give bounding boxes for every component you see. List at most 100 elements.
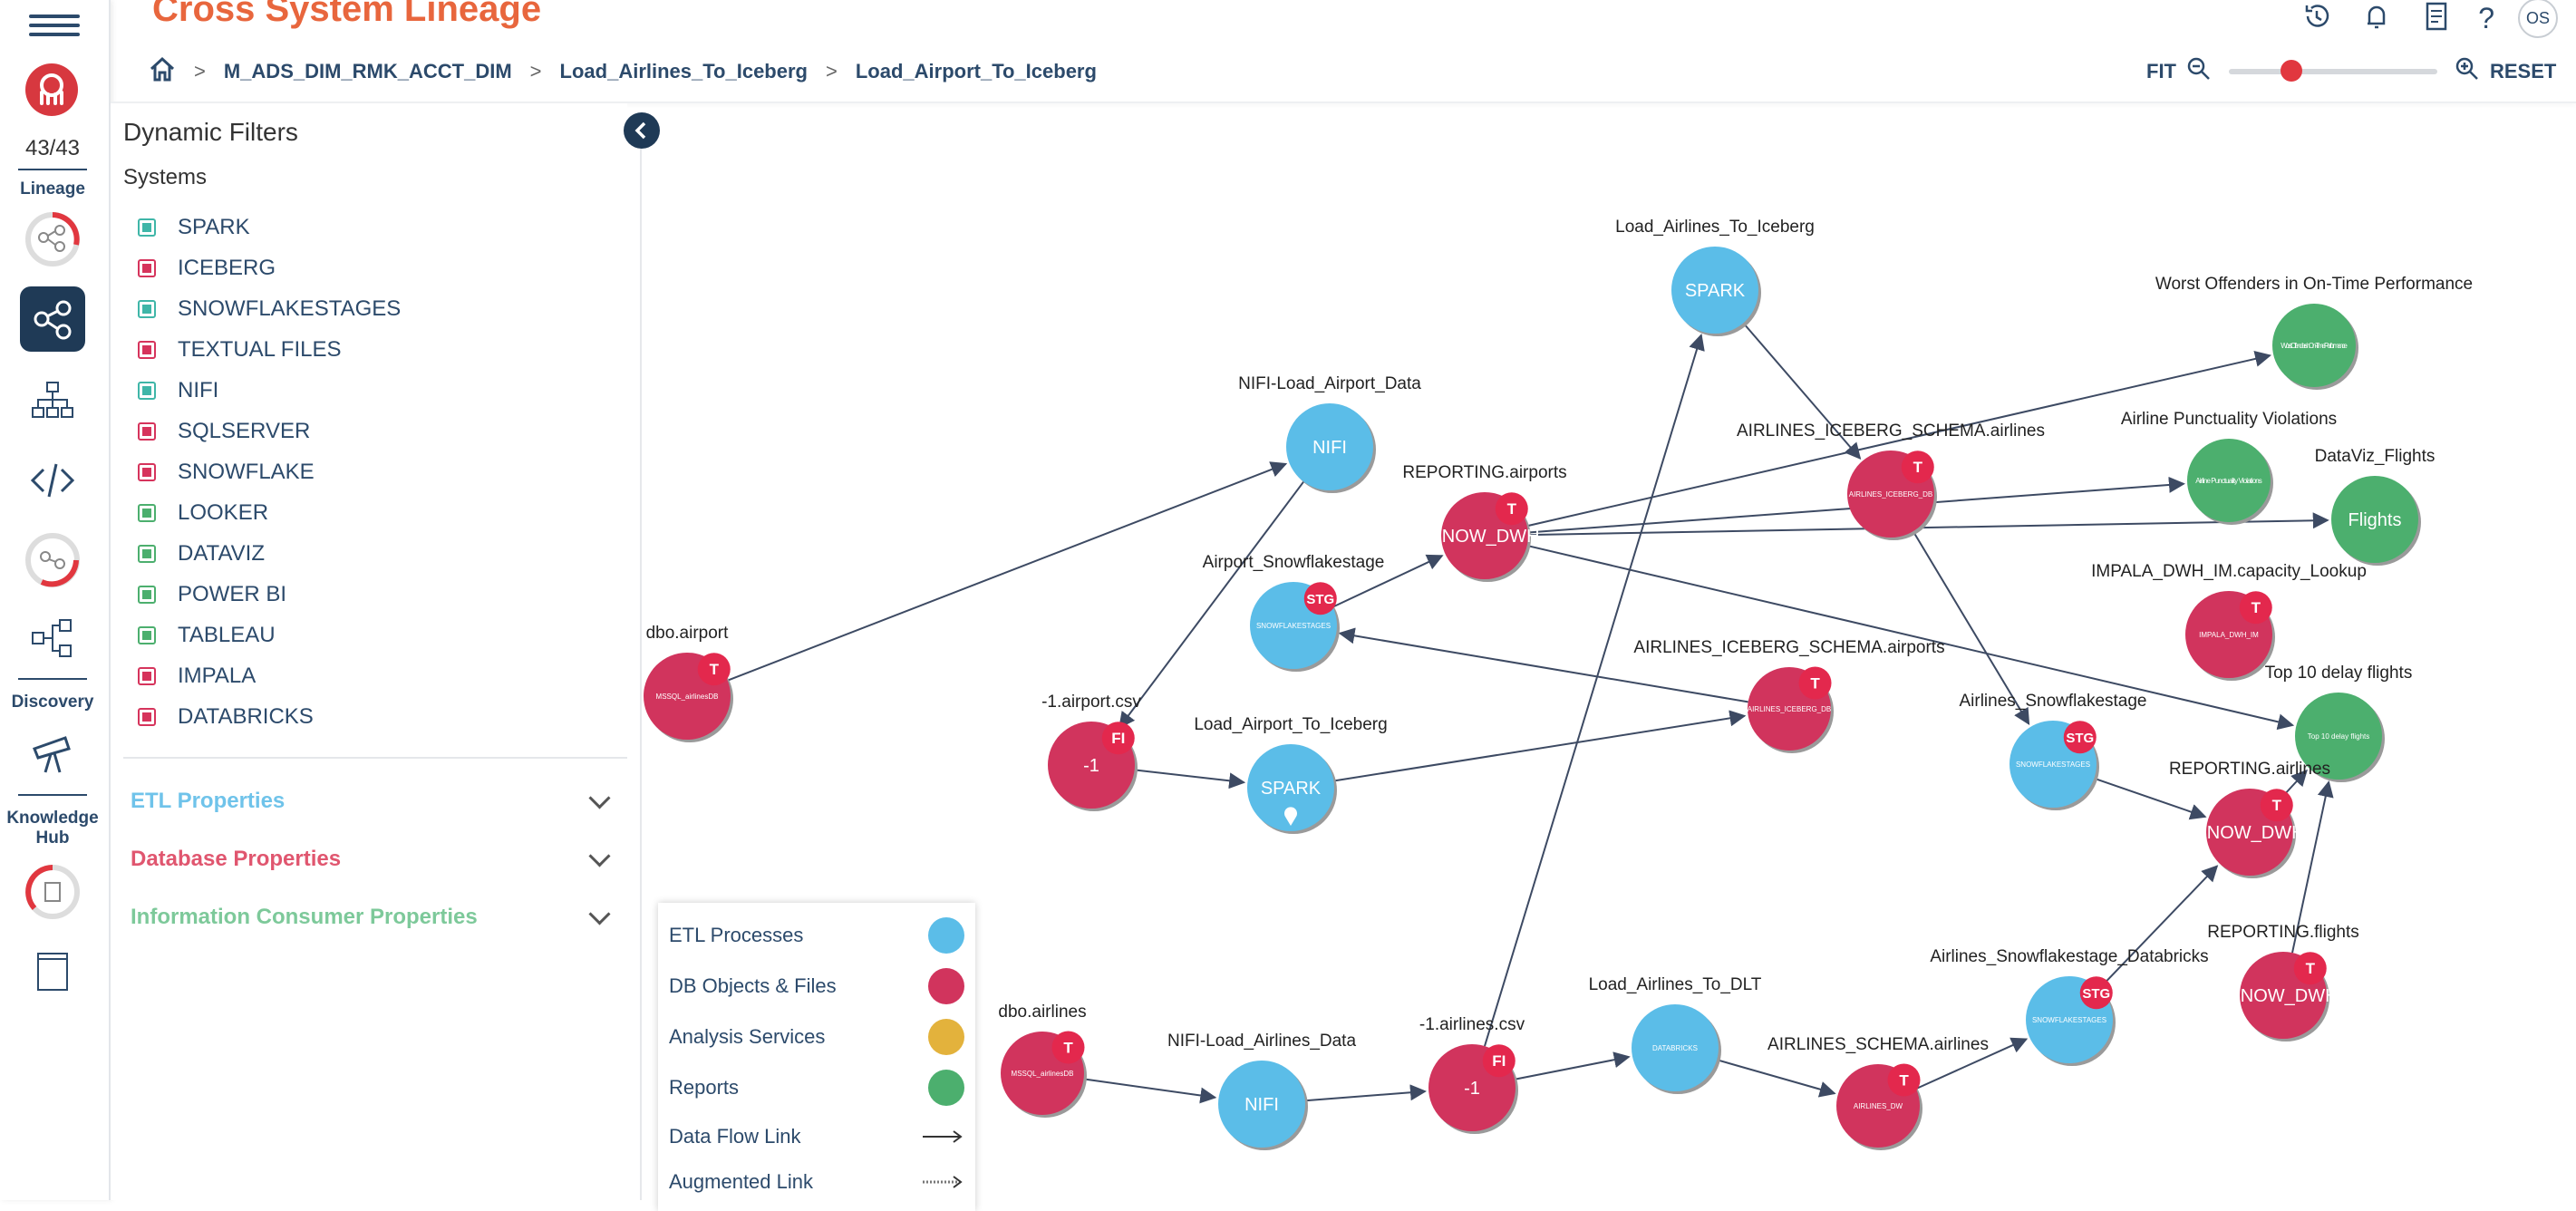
system-filter-impala[interactable]: IMPALA	[138, 655, 401, 696]
system-filter-textual-files[interactable]: TEXTUAL FILES	[138, 329, 401, 370]
data-flow-link[interactable]	[1514, 1051, 1631, 1080]
system-filter-snowflake[interactable]: SNOWFLAKE	[138, 451, 401, 492]
data-flow-link[interactable]	[2098, 865, 2219, 990]
lineage-node[interactable]: REPORTING.airlines SNOW_DWH T	[2169, 760, 2330, 878]
filter-checkbox[interactable]	[138, 299, 156, 318]
data-flow-link[interactable]	[1134, 769, 1246, 790]
lineage-node[interactable]: Load_Airlines_To_DLT DATABRICKS	[1589, 975, 1762, 1094]
flow-icon[interactable]	[24, 609, 82, 667]
lineage-node[interactable]: AIRLINES_ICEBERG_SCHEMA.airports AIRLINES…	[1633, 638, 1945, 753]
lineage-node[interactable]: NIFI-Load_Airport_Data NIFI	[1238, 374, 1421, 493]
breadcrumb-item-1[interactable]: M_ADS_DIM_RMK_ACCT_DIM	[223, 60, 512, 82]
data-flow-link[interactable]	[1915, 1037, 2029, 1090]
breadcrumb-item-2[interactable]: Load_Airlines_To_Iceberg	[559, 60, 808, 82]
filter-checkbox[interactable]	[138, 258, 156, 277]
filter-checkbox[interactable]	[138, 625, 156, 644]
node-circle[interactable]	[1247, 744, 1334, 831]
lineage-node[interactable]: Load_Airlines_To_Iceberg SPARK	[1615, 218, 1815, 336]
data-flow-link[interactable]	[1333, 710, 1747, 782]
node-circle[interactable]	[2295, 693, 2382, 780]
node-circle[interactable]	[1286, 403, 1373, 490]
node-circle[interactable]	[2187, 439, 2271, 522]
lineage-node[interactable]: Top 10 delay flights Top 10 delay flights	[2265, 664, 2413, 782]
lineage-node[interactable]: Airport_Snowflakestage SNOWFLAKESTAGES STG	[1203, 553, 1385, 672]
zoom-slider-handle[interactable]	[2281, 60, 2302, 82]
node-circle[interactable]	[1671, 247, 1758, 334]
lineage-node[interactable]: IMPALA_DWH_IM.capacity_Lookup IMPALA_DWH_…	[2091, 562, 2367, 681]
data-flow-link[interactable]	[727, 461, 1288, 682]
lineage-node[interactable]: AIRLINES_ICEBERG_SCHEMA.airlines AIRLINES…	[1737, 421, 2045, 540]
database-properties-accordion[interactable]: Database Properties	[131, 844, 620, 872]
information-consumer-properties-accordion[interactable]: Information Consumer Properties	[131, 902, 620, 930]
lineage-node[interactable]: dbo.airport MSSQL_airlinesDB T	[644, 624, 733, 742]
history-icon[interactable]	[2299, 0, 2335, 39]
lineage-node[interactable]: Worst Offenders in On-Time Performance Wo…	[2155, 275, 2473, 390]
collapse-panel-button[interactable]	[624, 112, 660, 149]
etl-properties-accordion[interactable]: ETL Properties	[131, 786, 620, 814]
app-logo-icon[interactable]	[25, 63, 78, 116]
system-filter-looker[interactable]: LOOKER	[138, 492, 401, 533]
hamburger-menu-icon[interactable]	[29, 9, 80, 42]
lineage-node[interactable]: -1.airlines.csv -1 FI	[1419, 1015, 1525, 1134]
system-filter-sqlserver[interactable]: SQLSERVER	[138, 411, 401, 451]
lineage-ring-icon[interactable]	[24, 210, 82, 268]
data-flow-link[interactable]	[1484, 334, 1705, 1047]
zoom-in-icon[interactable]	[2454, 55, 2481, 88]
system-filter-iceberg[interactable]: ICEBERG	[138, 247, 401, 288]
hierarchy-icon[interactable]	[24, 372, 82, 430]
user-avatar[interactable]: OS	[2518, 0, 2558, 38]
filter-checkbox[interactable]	[138, 544, 156, 563]
data-flow-link[interactable]	[1526, 544, 2295, 731]
lineage-node[interactable]: REPORTING.airports SNOW_DWH T	[1402, 463, 1567, 582]
filter-checkbox[interactable]	[138, 421, 156, 441]
lineage-node[interactable]: DataViz_Flights Flights	[2315, 447, 2436, 566]
data-flow-link[interactable]	[1338, 627, 1748, 703]
lineage-node[interactable]: REPORTING.flights SNOW_DWH T	[2207, 923, 2359, 1041]
system-filter-power-bi[interactable]: POWER BI	[138, 574, 401, 615]
system-filter-snowflakestages[interactable]: SNOWFLAKESTAGES	[138, 288, 401, 329]
breadcrumb-item-3[interactable]: Load_Airport_To_Iceberg	[855, 60, 1097, 82]
filter-checkbox[interactable]	[138, 585, 156, 604]
home-icon[interactable]	[149, 56, 176, 87]
data-flow-link[interactable]	[2094, 777, 2207, 820]
data-flow-link[interactable]	[1527, 512, 2329, 537]
filter-checkbox[interactable]	[138, 666, 156, 685]
data-flow-link[interactable]	[1083, 1078, 1217, 1104]
data-flow-link[interactable]	[1742, 322, 1862, 460]
node-circle[interactable]	[2331, 476, 2418, 563]
system-filter-spark[interactable]: SPARK	[138, 207, 401, 247]
help-icon[interactable]: ?	[2478, 1, 2494, 34]
data-flow-link[interactable]	[1304, 1084, 1427, 1102]
system-filter-dataviz[interactable]: DATAVIZ	[138, 533, 401, 574]
lineage-node[interactable]: Airline Punctuality Violations Airline Pu…	[2121, 410, 2337, 525]
system-filter-nifi[interactable]: NIFI	[138, 370, 401, 411]
node-circle[interactable]	[2272, 304, 2356, 387]
filter-checkbox[interactable]	[138, 340, 156, 359]
node-circle[interactable]	[1218, 1061, 1305, 1148]
data-flow-link[interactable]	[1332, 554, 1444, 608]
filter-checkbox[interactable]	[138, 503, 156, 522]
knowledge-ring-icon[interactable]	[24, 863, 82, 921]
code-icon[interactable]	[24, 451, 82, 509]
filter-checkbox[interactable]	[138, 218, 156, 237]
bell-icon[interactable]	[2358, 0, 2395, 39]
telescope-icon[interactable]	[24, 725, 82, 783]
cross-system-lineage-icon[interactable]	[20, 286, 85, 352]
data-flow-link[interactable]	[1912, 530, 2030, 725]
data-flow-link[interactable]	[2291, 780, 2334, 954]
data-flow-link[interactable]	[1119, 480, 1305, 729]
lineage-node[interactable]: dbo.airlines MSSQL_airlinesDB T	[998, 1003, 1087, 1118]
node-circle[interactable]	[1632, 1004, 1719, 1091]
system-filter-databricks[interactable]: DATABRICKS	[138, 696, 401, 737]
reset-button[interactable]: RESET	[2490, 60, 2557, 82]
fit-button[interactable]: FIT	[2146, 60, 2176, 82]
impact-ring-icon[interactable]	[24, 531, 82, 589]
data-flow-link[interactable]	[1716, 1059, 1836, 1098]
lineage-node[interactable]: Airlines_Snowflakestage SNOWFLAKESTAGES ST…	[1959, 692, 2147, 810]
book-icon[interactable]	[24, 943, 82, 1001]
lineage-node[interactable]: -1.airport.csv -1 FI	[1041, 693, 1141, 811]
zoom-out-icon[interactable]	[2185, 55, 2213, 88]
filter-checkbox[interactable]	[138, 462, 156, 481]
lineage-node[interactable]: AIRLINES_SCHEMA.airlines AIRLINES_DW T	[1767, 1035, 1989, 1150]
